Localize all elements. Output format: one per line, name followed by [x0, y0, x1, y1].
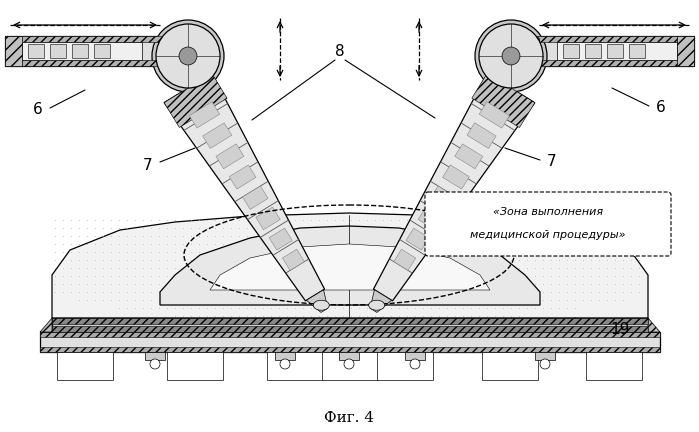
- Polygon shape: [203, 123, 232, 149]
- Circle shape: [410, 359, 420, 369]
- Bar: [275, 352, 295, 360]
- Text: 7: 7: [143, 158, 153, 172]
- Text: 6: 6: [33, 102, 43, 118]
- Bar: [586, 352, 642, 380]
- Polygon shape: [164, 73, 324, 301]
- Polygon shape: [431, 186, 456, 210]
- Ellipse shape: [368, 300, 384, 310]
- Bar: [585, 44, 601, 58]
- Circle shape: [479, 24, 543, 88]
- Text: Фиг. 4: Фиг. 4: [324, 411, 374, 425]
- Bar: [40, 332, 660, 337]
- Polygon shape: [229, 165, 256, 189]
- Bar: [72, 44, 88, 58]
- Bar: [527, 38, 539, 64]
- Polygon shape: [373, 73, 535, 301]
- Polygon shape: [243, 186, 268, 210]
- Circle shape: [280, 359, 290, 369]
- Bar: [57, 352, 113, 380]
- Bar: [532, 36, 694, 42]
- Circle shape: [502, 47, 520, 65]
- Polygon shape: [210, 244, 490, 290]
- Text: «Зона выполнения: «Зона выполнения: [493, 207, 603, 217]
- Circle shape: [540, 359, 550, 369]
- Polygon shape: [189, 102, 219, 128]
- Bar: [563, 44, 579, 58]
- Polygon shape: [370, 290, 391, 312]
- Circle shape: [179, 47, 197, 65]
- Bar: [607, 44, 623, 58]
- Polygon shape: [455, 144, 483, 169]
- Bar: [5, 36, 167, 66]
- Bar: [50, 44, 66, 58]
- Polygon shape: [467, 123, 496, 149]
- Circle shape: [150, 359, 160, 369]
- Bar: [5, 60, 167, 66]
- Bar: [52, 326, 648, 332]
- Bar: [160, 38, 172, 64]
- Circle shape: [156, 24, 220, 88]
- Bar: [629, 44, 645, 58]
- Bar: [94, 44, 110, 58]
- Polygon shape: [52, 213, 648, 318]
- Bar: [557, 42, 677, 60]
- Polygon shape: [442, 165, 469, 189]
- Text: 8: 8: [336, 44, 345, 60]
- Bar: [322, 352, 378, 380]
- Bar: [339, 352, 359, 360]
- Bar: [40, 332, 660, 352]
- Polygon shape: [648, 318, 660, 332]
- Bar: [22, 42, 142, 60]
- Ellipse shape: [313, 300, 329, 310]
- Bar: [167, 352, 223, 380]
- Bar: [535, 352, 555, 360]
- Bar: [145, 352, 165, 360]
- Polygon shape: [164, 73, 227, 127]
- Bar: [532, 60, 694, 66]
- Polygon shape: [160, 226, 540, 305]
- Polygon shape: [418, 207, 442, 230]
- Circle shape: [152, 20, 224, 92]
- Bar: [52, 318, 648, 324]
- Bar: [482, 352, 538, 380]
- Text: 6: 6: [656, 101, 666, 115]
- Polygon shape: [306, 290, 328, 312]
- Polygon shape: [406, 228, 429, 250]
- Bar: [405, 352, 425, 360]
- Bar: [52, 318, 648, 332]
- Bar: [5, 36, 22, 66]
- Text: 7: 7: [547, 155, 557, 169]
- Circle shape: [475, 20, 547, 92]
- Polygon shape: [256, 207, 280, 230]
- Bar: [267, 352, 323, 380]
- Bar: [5, 36, 167, 42]
- Polygon shape: [282, 249, 304, 270]
- Circle shape: [344, 359, 354, 369]
- Text: медицинской процедуры»: медицинской процедуры»: [470, 230, 626, 240]
- Bar: [677, 36, 694, 66]
- Polygon shape: [394, 249, 416, 270]
- Polygon shape: [269, 228, 292, 250]
- Polygon shape: [40, 318, 52, 332]
- Polygon shape: [216, 144, 244, 169]
- Bar: [40, 347, 660, 352]
- Polygon shape: [480, 102, 510, 128]
- Bar: [28, 44, 44, 58]
- Text: 19: 19: [610, 323, 630, 337]
- FancyBboxPatch shape: [425, 192, 671, 256]
- Bar: [532, 36, 694, 66]
- Polygon shape: [472, 73, 535, 127]
- Bar: [377, 352, 433, 380]
